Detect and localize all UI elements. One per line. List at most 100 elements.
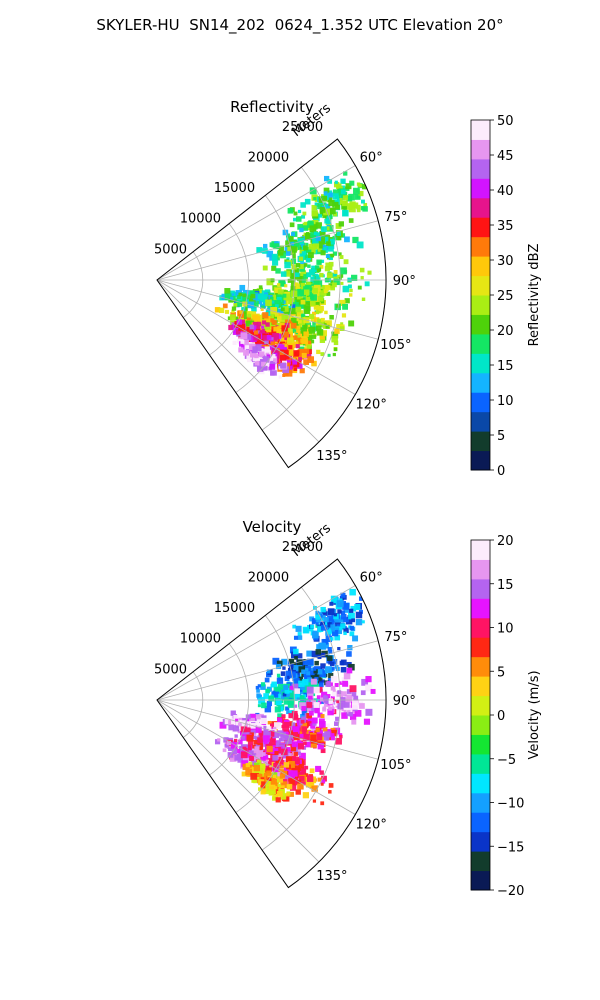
colorbar-segment [471,372,490,393]
echo-cell [264,731,271,738]
echo-cell [297,295,303,302]
echo-cell [325,324,330,329]
echo-cell [343,259,349,265]
colorbar-label: Reflectivity dBZ [527,244,542,347]
echo-cell [351,702,359,710]
echo-cell [298,318,305,326]
panel-title: Reflectivity [230,98,314,116]
echo-cell [253,330,259,335]
echo-cell [264,788,271,795]
echo-cell [339,596,345,601]
echo-cell [317,777,322,782]
range-ring [261,166,341,431]
echo-cell [301,710,307,716]
echo-cell [272,259,279,266]
echo-cell [356,241,364,249]
echo-cell [282,300,286,304]
echo-cell [307,252,314,258]
echo-cell [361,678,369,686]
echo-cell [352,202,359,209]
echo-cell [228,324,234,331]
echo-cell [282,293,287,298]
echo-cell [300,270,306,277]
echo-cell [277,717,283,723]
echo-cell [280,354,286,361]
echo-cell [294,335,301,341]
echo-cell [253,735,257,740]
echo-cell [332,282,337,288]
azimuth-gridline [156,279,320,443]
colorbar-segment [471,392,490,413]
colorbar-segment [471,411,490,432]
echo-cell [292,335,298,341]
echo-cell [340,666,347,673]
echo-cell [307,349,312,355]
echo-cell [320,330,327,337]
echo-cell [295,262,301,268]
echo-cell [310,670,315,676]
echo-cell [300,766,305,770]
echo-cell [312,311,316,316]
echo-cell [351,274,358,282]
echo-cell [301,313,305,318]
echo-cell [310,678,317,685]
echo-cell [264,339,269,344]
echo-cell [264,740,268,745]
echo-cell [319,334,325,340]
colorbar-segment [471,256,490,277]
echo-cell [302,722,308,728]
echo-cell [337,690,342,694]
echo-cell [315,727,320,733]
echo-cell [329,637,334,641]
echo-cell [271,329,277,335]
echo-cell [282,366,290,374]
echo-cell [266,250,274,258]
colorbar-tick-label: 40 [497,184,514,199]
echo-cell [320,714,325,719]
echo-cell [330,624,336,630]
colorbar-segment [471,431,490,452]
echo-cell [282,349,289,356]
range-tick-label: 25000 [282,540,323,555]
echo-cell [334,701,339,706]
colorbar-segment [471,158,490,179]
echo-cell [272,657,280,665]
echo-cell [296,325,300,330]
echo-cell [312,721,317,726]
echo-cell [236,294,241,299]
echo-cell [275,686,281,693]
range-tick-label: 5000 [154,662,187,677]
echo-cell [263,335,269,341]
echo-cell [289,784,297,791]
echo-cell [298,763,303,768]
colorbar-segment [471,617,490,638]
echo-cell [318,237,326,244]
echo-cell [285,369,293,377]
echo-cell [239,341,245,347]
echo-cell [285,251,291,256]
echo-cell [229,314,236,321]
echo-cell [262,320,267,325]
echo-cell [339,734,343,739]
echo-cell [239,293,247,300]
echo-cell [234,316,239,321]
echo-cell [257,737,263,743]
echo-cell [316,730,323,737]
echo-cell [317,669,323,675]
echo-cell [265,310,272,317]
echo-cell [336,304,340,308]
echo-cell [358,190,364,197]
echo-cell [312,799,317,803]
echo-cell [328,255,333,261]
echo-cell [280,271,287,277]
echo-cell [270,341,275,346]
echo-cell [315,765,322,772]
echo-cell [326,224,330,228]
echo-cell [318,305,324,312]
range-ring [235,615,295,813]
echo-cell [258,730,264,736]
echo-cell [262,340,270,348]
echo-cell [246,353,252,360]
range-tick-label: 20000 [248,150,289,165]
echo-cell [332,272,338,278]
